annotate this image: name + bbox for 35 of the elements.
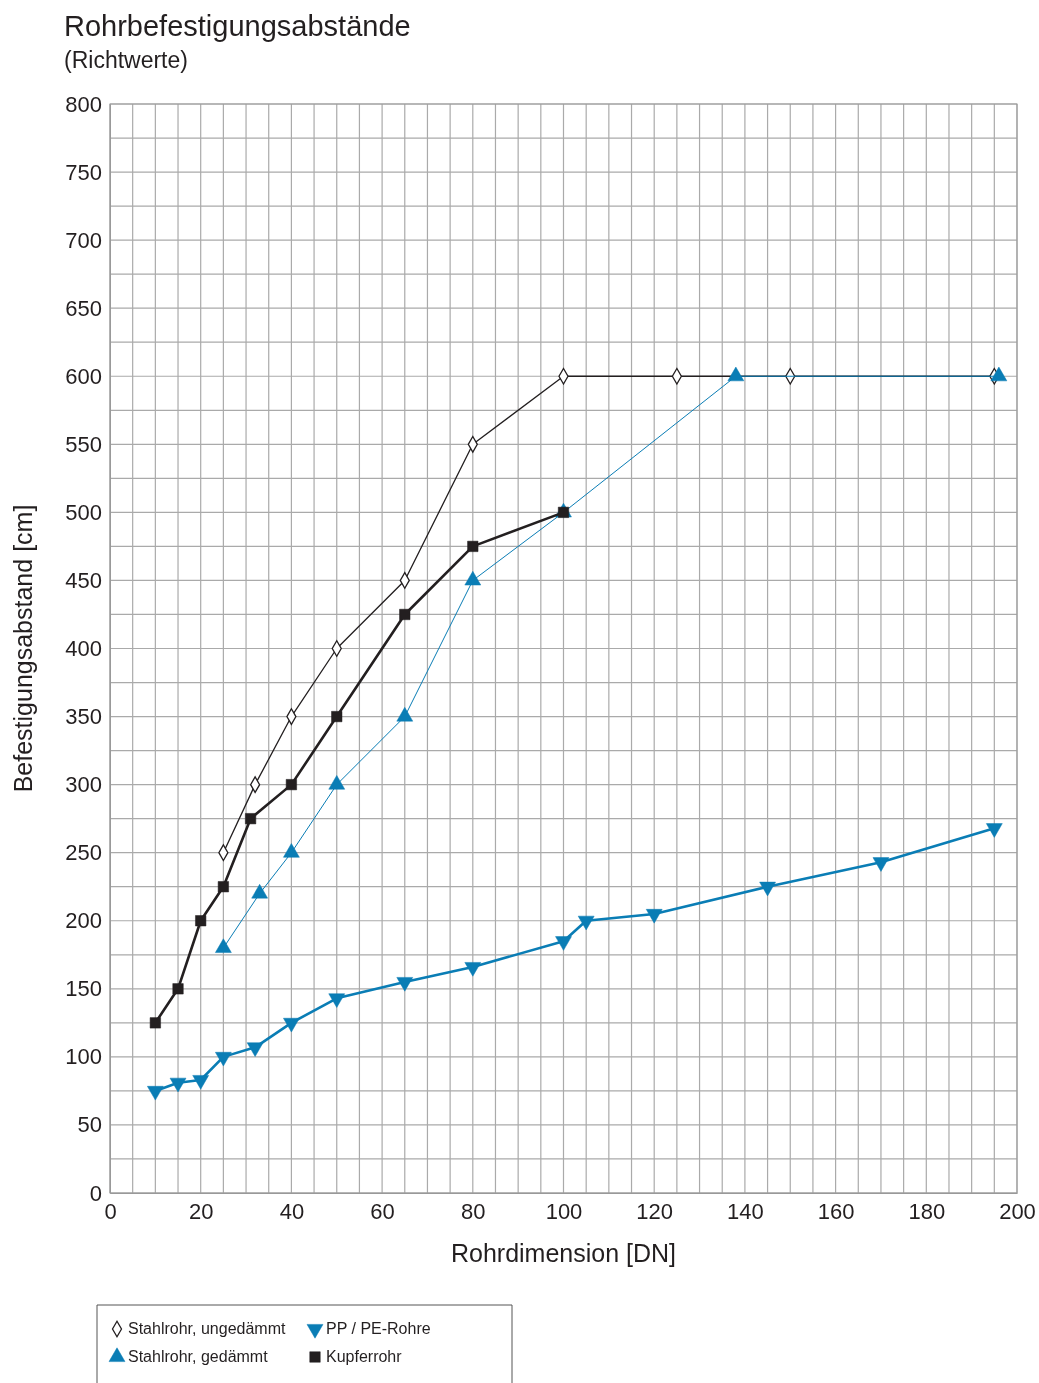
- x-tick-label: 180: [908, 1198, 946, 1224]
- chart-title: Rohrbefestigungsabstände: [64, 10, 411, 42]
- x-tick-label: 120: [636, 1198, 674, 1224]
- y-tick-label: 550: [65, 431, 102, 457]
- x-tick-label: 20: [188, 1198, 214, 1224]
- y-tick-label: 450: [65, 567, 102, 593]
- y-tick-label: 500: [65, 499, 102, 525]
- y-tick-label: 650: [65, 295, 102, 321]
- y-tick-label: 250: [65, 840, 102, 866]
- legend-label: Stahlrohr, ungedämmt: [128, 1320, 286, 1337]
- x-tick-label: 140: [727, 1198, 764, 1224]
- y-tick-label: 50: [77, 1112, 102, 1138]
- x-tick-label: 60: [370, 1198, 395, 1224]
- y-tick-label: 350: [65, 704, 102, 730]
- y-tick-label: 400: [65, 636, 102, 662]
- legend-label: PP / PE-Rohre: [326, 1320, 431, 1337]
- y-tick-label: 700: [65, 227, 102, 253]
- y-tick-label: 150: [65, 976, 102, 1002]
- legend-label: Kupferrohr: [326, 1348, 403, 1365]
- x-tick-label: 160: [817, 1198, 855, 1224]
- x-tick-label: 100: [545, 1198, 583, 1224]
- y-axis-title: Befestigungsabstand [cm]: [9, 504, 37, 793]
- chart-subtitle: (Richtwerte): [64, 47, 188, 73]
- x-tick-label: 200: [999, 1198, 1036, 1224]
- y-tick-label: 200: [65, 908, 102, 934]
- y-tick-label: 600: [65, 363, 102, 389]
- y-tick-label: 750: [65, 159, 102, 185]
- y-tick-label: 300: [65, 772, 102, 798]
- y-tick-label: 100: [65, 1044, 102, 1070]
- x-tick-label: 40: [279, 1198, 305, 1224]
- x-axis-title: Rohrdimension [DN]: [450, 1239, 677, 1267]
- y-tick-label: 0: [89, 1180, 102, 1206]
- y-tick-label: 800: [65, 91, 102, 117]
- x-tick-label: 80: [461, 1198, 486, 1224]
- legend-label: Stahlrohr, gedämmt: [128, 1348, 269, 1365]
